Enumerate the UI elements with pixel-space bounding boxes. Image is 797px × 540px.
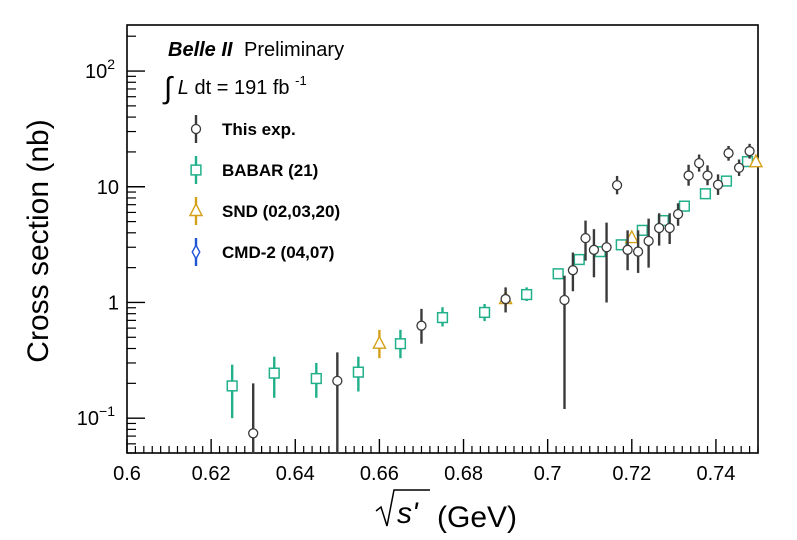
data-point (573, 253, 585, 266)
data-points (226, 143, 764, 453)
data-point (624, 229, 639, 244)
x-axis-unit: (GeV) (437, 501, 517, 534)
experiment-name: Belle II (168, 39, 233, 61)
data-point (622, 244, 633, 255)
data-point (436, 311, 449, 324)
data-point (478, 306, 491, 319)
status-text: Preliminary (244, 39, 344, 61)
data-point (748, 153, 764, 168)
data-point (643, 235, 654, 247)
data-point (248, 428, 259, 439)
data-point (699, 188, 712, 200)
x-tick-label: 0.7 (534, 463, 562, 485)
data-point (500, 293, 511, 305)
x-tick-label: 0.62 (192, 463, 231, 485)
data-point (615, 239, 627, 251)
legend-marker (190, 164, 202, 176)
sqrt-sign-icon (375, 489, 430, 527)
legend-marker (188, 202, 204, 217)
x-axis-title: s' (GeV) (375, 489, 517, 534)
x-tick-label: 0.66 (360, 463, 399, 485)
data-point (372, 335, 387, 349)
data-point (521, 288, 533, 301)
series-0 (248, 143, 755, 453)
data-point (567, 265, 579, 276)
legend-label: This exp. (222, 120, 296, 139)
data-point (226, 380, 238, 392)
data-point (632, 246, 644, 257)
data-point (416, 320, 427, 331)
data-point (601, 242, 612, 253)
luminosity-exponent: -1 (295, 73, 307, 88)
luminosity-label: ∫ L dt = 191 fb -1 (162, 72, 307, 105)
x-tick-label: 0.74 (696, 463, 735, 485)
data-point (653, 222, 665, 234)
data-point (580, 232, 591, 244)
data-point (352, 366, 364, 378)
data-point (332, 375, 343, 387)
data-point (611, 180, 623, 191)
series-2 (372, 153, 764, 359)
legend-label: SND (02,03,20) (222, 202, 340, 221)
data-point (394, 338, 407, 350)
y-tick-label: 102 (85, 56, 115, 83)
legend-marker (190, 123, 202, 135)
data-point (678, 200, 691, 212)
x-axis-variable: s' (397, 497, 419, 530)
x-tick-label: 0.72 (612, 463, 651, 485)
data-point (552, 268, 564, 280)
data-point (588, 244, 600, 255)
data-point (723, 148, 734, 159)
data-point (702, 170, 713, 181)
y-axis-title: Cross section (nb) (22, 119, 55, 362)
legend-label: CMD-2 (04,07) (222, 243, 334, 262)
data-point (268, 367, 280, 379)
data-point (310, 372, 322, 385)
data-point (683, 170, 694, 181)
legend: This exp. BABAR (21) SND (02,03,20) CMD-2 (… (188, 115, 340, 266)
data-point (744, 146, 755, 157)
data-point (559, 294, 570, 306)
chart-header: Belle II Preliminary (168, 39, 344, 61)
axes: 0.6 0.62 0.64 0.66 0.68 0.7 0.72 0.74 10−1 1 10 102 (77, 35, 759, 485)
plot-frame (126, 24, 759, 454)
data-point (733, 162, 745, 173)
x-tick-label: 0.6 (113, 463, 141, 485)
data-point (693, 157, 705, 169)
data-point (672, 208, 684, 220)
luminosity-value: dt = 191 fb (194, 77, 289, 99)
data-point (712, 179, 724, 190)
y-tick-label: 10 (97, 177, 119, 199)
integral-sign-icon: ∫ (162, 72, 174, 105)
x-tick-label: 0.68 (444, 463, 483, 485)
legend-marker (191, 243, 201, 261)
x-tick-label: 0.64 (276, 463, 315, 485)
series-1 (226, 155, 754, 419)
data-point (664, 222, 675, 234)
y-tick-label: 1 (108, 292, 119, 314)
legend-label: BABAR (21) (222, 161, 318, 180)
y-tick-label: 10−1 (77, 403, 115, 430)
